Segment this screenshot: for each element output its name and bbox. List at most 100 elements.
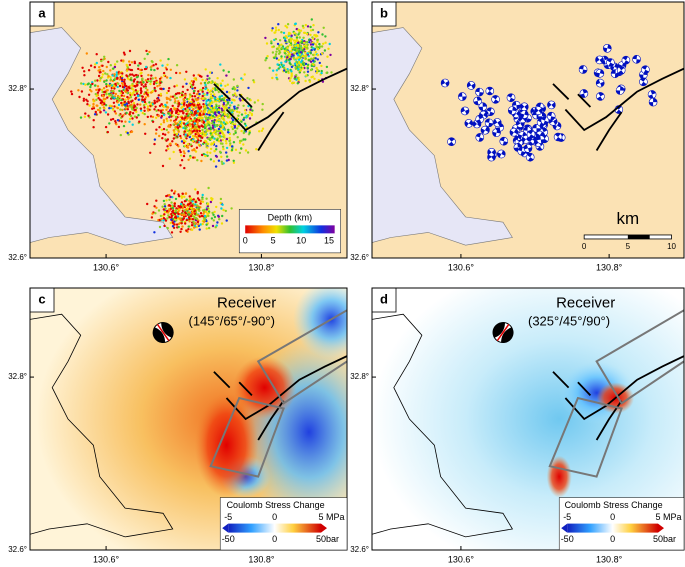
- event-dot: [144, 96, 147, 99]
- event-dot: [297, 29, 300, 32]
- event-dot: [173, 205, 176, 208]
- event-dot: [226, 83, 229, 86]
- panel-label-box: [29, 1, 55, 27]
- event-dot: [324, 41, 327, 44]
- event-dot: [161, 205, 164, 208]
- colorbar-tick-label: 15: [324, 236, 334, 246]
- event-dot: [194, 200, 197, 204]
- event-dot: [172, 114, 175, 117]
- event-dot: [101, 103, 104, 107]
- event-dot: [173, 85, 176, 88]
- event-dot: [217, 90, 220, 94]
- beachball-quadrant: [610, 63, 619, 71]
- focal-mechanism: [484, 118, 494, 128]
- event-dot: [174, 115, 178, 119]
- fault-plane-box: [256, 309, 347, 405]
- lon-tick-label: 130.8°: [248, 554, 275, 564]
- event-dot: [216, 97, 219, 101]
- event-dot: [229, 109, 233, 113]
- event-dot: [294, 66, 297, 69]
- event-dot: [215, 130, 218, 133]
- focal-mechanism: [603, 43, 612, 53]
- event-dot: [180, 92, 183, 95]
- event-dot: [302, 36, 305, 39]
- event-dot: [180, 154, 183, 157]
- event-dot: [283, 69, 286, 72]
- event-dot: [151, 120, 155, 124]
- event-dot: [225, 106, 228, 109]
- event-dot: [155, 128, 158, 131]
- event-dot: [198, 74, 202, 78]
- event-dot: [284, 60, 287, 63]
- event-dot: [284, 35, 288, 38]
- event-dot: [187, 158, 190, 161]
- event-dot: [87, 82, 90, 85]
- event-dot: [182, 213, 185, 216]
- event-dot: [113, 105, 116, 108]
- event-dot: [221, 109, 224, 112]
- focal-mechanism: [447, 137, 456, 146]
- event-dot: [290, 73, 293, 77]
- event-dot: [95, 53, 98, 56]
- event-dot: [222, 121, 225, 124]
- event-dot: [100, 59, 103, 63]
- event-dot: [149, 91, 153, 94]
- event-dot: [169, 95, 173, 98]
- event-dot: [306, 63, 310, 66]
- event-dot: [244, 138, 247, 141]
- event-dot: [149, 115, 153, 118]
- event-dot: [120, 59, 123, 62]
- event-dot: [315, 71, 318, 75]
- event-dot: [237, 125, 240, 128]
- event-dot: [230, 145, 234, 148]
- event-dot: [330, 71, 333, 74]
- event-dot: [132, 91, 135, 95]
- scale-tick-label: 0: [582, 242, 587, 251]
- event-dot: [128, 49, 132, 53]
- event-dot: [87, 69, 91, 72]
- event-dot: [199, 139, 202, 142]
- event-dot: [216, 88, 219, 92]
- event-dot: [143, 98, 147, 101]
- event-dot: [187, 213, 191, 216]
- event-dot: [201, 94, 204, 98]
- event-dot: [264, 59, 267, 62]
- focal-mechanism: [553, 132, 563, 142]
- event-dot: [70, 90, 73, 93]
- fault: [577, 93, 592, 108]
- event-dot: [159, 123, 163, 126]
- focal-mechanism: [632, 54, 641, 64]
- event-dot: [106, 96, 109, 99]
- beachball-quadrant: [512, 101, 521, 110]
- event-dot: [155, 116, 158, 120]
- event-dot: [178, 71, 182, 75]
- event-dot: [305, 74, 308, 77]
- event-dot: [252, 79, 255, 82]
- event-dot: [218, 104, 221, 108]
- event-dot: [218, 118, 221, 122]
- event-dot: [178, 208, 181, 211]
- event-dot: [201, 78, 204, 82]
- coastline: [372, 313, 514, 538]
- event-dot: [87, 93, 91, 97]
- event-dot: [130, 76, 133, 80]
- event-dot: [289, 77, 292, 80]
- event-dot: [196, 220, 200, 224]
- event-dot: [230, 101, 233, 104]
- colorbar-tick-label: -50: [222, 534, 235, 544]
- event-dot: [133, 115, 137, 118]
- event-dot: [173, 133, 176, 137]
- event-dot: [224, 122, 227, 126]
- event-dot: [280, 43, 283, 46]
- event-dot: [187, 228, 190, 231]
- event-dot: [169, 119, 172, 122]
- event-dot: [304, 54, 307, 57]
- event-dot: [310, 64, 313, 68]
- event-dot: [124, 107, 128, 110]
- panel-frame: [371, 1, 685, 259]
- focal-mechanism: [579, 89, 589, 98]
- event-dot: [177, 145, 180, 148]
- event-dot: [177, 123, 180, 126]
- event-dot: [221, 88, 225, 91]
- event-dot: [96, 79, 99, 82]
